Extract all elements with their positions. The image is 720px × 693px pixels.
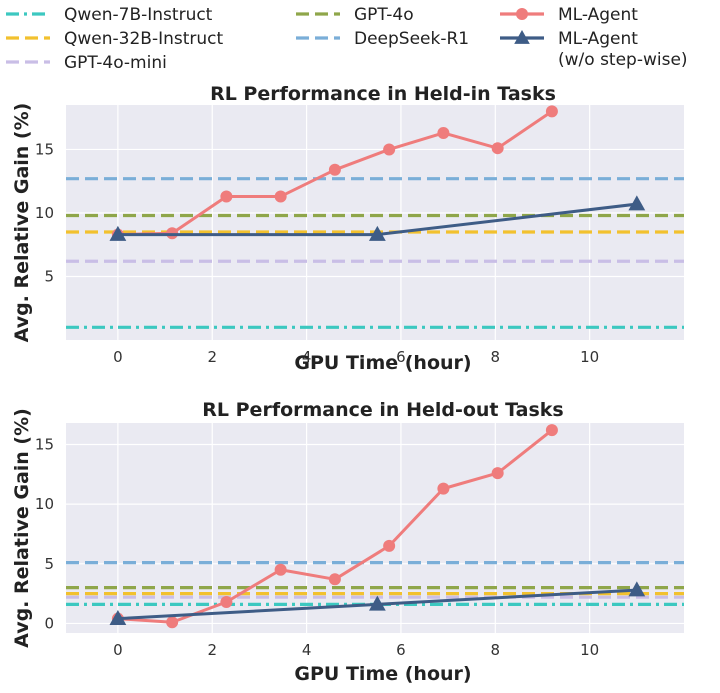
data-point-ml-agent	[328, 573, 341, 586]
data-point-ml-agent	[274, 563, 287, 576]
legend-label: Qwen-32B-Instruct	[64, 29, 224, 49]
chart-held-in: 0 2 4 6 8 10 5 10 15 RL Performance in Held-in Ta…	[11, 83, 684, 374]
data-point-ml-agent-w-o-step-wise	[628, 581, 646, 597]
data-point-ml-agent	[220, 190, 233, 203]
x-tick-label: 6	[396, 348, 406, 366]
data-point-ml-agent	[491, 467, 504, 480]
legend-label: ML-Agent (w/o step-wise)	[558, 29, 688, 70]
chart-title: RL Performance in Held-in Tasks	[210, 83, 556, 105]
x-tick-label: 10	[580, 641, 599, 659]
legend-item-deepseek-r1: DeepSeek-R1	[296, 29, 469, 49]
x-axis-label: GPU Time (hour)	[294, 663, 471, 685]
legend-marker-circle	[516, 8, 528, 20]
data-point-ml-agent-w-o-step-wise	[109, 225, 127, 241]
data-point-ml-agent-w-o-step-wise	[109, 610, 127, 625]
x-tick-label: 8	[491, 641, 501, 659]
data-point-ml-agent-w-o-step-wise	[368, 595, 386, 611]
data-point-ml-agent	[437, 126, 450, 139]
legend-label: GPT-4o	[354, 5, 414, 25]
data-point-ml-agent	[383, 143, 396, 156]
grid	[66, 105, 684, 340]
chart-title: RL Performance in Held-out Tasks	[202, 399, 563, 421]
x-tick-label: 4	[302, 348, 312, 366]
y-axis-label: Avg. Relative Gain (%)	[11, 408, 33, 648]
x-axis-label: GPU Time (hour)	[294, 352, 471, 374]
legend-item-qwen-32b-instruct: Qwen-32B-Instruct	[6, 29, 224, 49]
data-point-ml-agent	[220, 595, 233, 608]
x-tick-label: 6	[396, 641, 406, 659]
y-axis-label: Avg. Relative Gain (%)	[11, 103, 33, 343]
legend-item-gpt-4o: GPT-4o	[296, 5, 414, 25]
y-tick-label: 5	[44, 267, 54, 285]
x-tick-label: 0	[113, 641, 123, 659]
legend-item-gpt-4o-mini: GPT-4o-mini	[6, 53, 167, 73]
data-point-ml-agent	[328, 163, 341, 176]
data-point-ml-agent	[437, 482, 450, 495]
data-point-ml-agent	[166, 616, 179, 629]
legend-label: DeepSeek-R1	[354, 29, 469, 49]
x-tick-label: 2	[207, 641, 217, 659]
x-tick-label: 4	[302, 641, 312, 659]
data-point-ml-agent-w-o-step-wise	[368, 225, 386, 241]
y-tick-label: 10	[35, 204, 54, 222]
plot-area	[66, 105, 684, 340]
legend-label: Qwen-7B-Instruct	[64, 5, 213, 25]
x-tick-label: 2	[207, 348, 217, 366]
data-point-ml-agent	[491, 142, 504, 155]
data-point-ml-agent-w-o-step-wise	[628, 195, 646, 211]
legend-marker-triangle	[514, 29, 530, 44]
y-tick-label: 15	[35, 435, 54, 453]
chart-held-out: 0 2 4 6 8 10 0 5 10 15 RL Performance in Held-out …	[11, 399, 684, 685]
x-tick-label: 8	[491, 348, 501, 366]
data-point-ml-agent	[545, 105, 558, 118]
data-point-ml-agent	[274, 190, 287, 203]
y-tick-label: 5	[44, 555, 54, 573]
y-tick-label: 0	[44, 614, 54, 632]
y-tick-label: 10	[35, 495, 54, 513]
legend-item-qwen-7b-instruct: Qwen-7B-Instruct	[6, 5, 213, 25]
x-tick-label: 10	[580, 348, 599, 366]
legend: Qwen-7B-Instruct Qwen-32B-Instruct GPT-4o-…	[6, 5, 688, 73]
legend-label: ML-Agent	[558, 5, 638, 25]
x-tick-label: 0	[113, 348, 123, 366]
y-tick-label: 15	[35, 140, 54, 158]
legend-item-ml-agent: ML-Agent	[500, 5, 638, 25]
data-point-ml-agent	[383, 539, 396, 552]
legend-item-ml-agent-w-o-step-wise: ML-Agent (w/o step-wise)	[500, 29, 688, 70]
legend-label: GPT-4o-mini	[64, 53, 167, 73]
data-point-ml-agent	[545, 424, 558, 437]
